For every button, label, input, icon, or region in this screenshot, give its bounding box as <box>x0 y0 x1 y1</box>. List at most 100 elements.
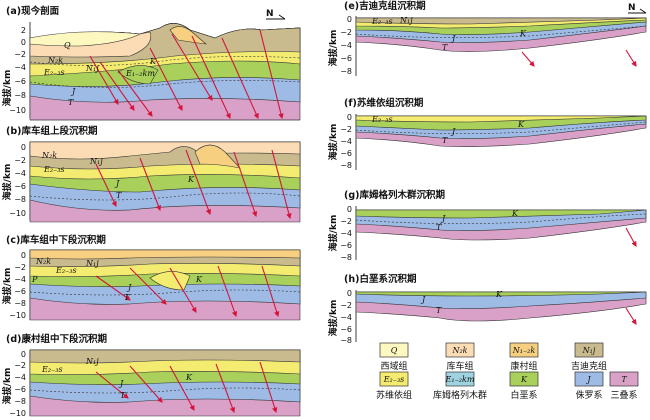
svg-text:0: 0 <box>21 251 26 260</box>
legend-swatch <box>574 342 604 358</box>
svg-text:E₂₋₃s: E₂₋₃s <box>43 68 65 77</box>
svg-text:0: 0 <box>347 289 352 298</box>
svg-text:−8: −8 <box>340 67 352 76</box>
panel-g: (g)库姆格列木群沉积期 0 −2 −4 −6 −8 海拔/km K J T <box>327 189 647 262</box>
svg-text:K: K <box>519 29 527 38</box>
north-arrow: N <box>266 9 286 20</box>
panel-h-title: (h)白垩系沉积期 <box>344 273 416 285</box>
svg-text:K: K <box>195 275 203 284</box>
y-ticks: 0 −2 −4 −6 −8 −10 <box>9 251 26 320</box>
legend: Q 西域组 N₂k 库车组 N₁₋₂k 康村组 N₁j 吉迪克组 E₂₋₃s 苏维依组 E₁₋₂km… <box>376 342 639 401</box>
svg-text:海拔/km: 海拔/km <box>327 300 339 337</box>
panel-h: (h)白垩系沉积期 0 −2 −4 −6 −8 海拔/km K J T <box>327 273 647 345</box>
panel-c: (c)库车组中下段沉积期 0 −2 −4 −6 −8 −10 海拔/km N₂k… <box>1 234 301 321</box>
panel-b-title: (b)库车组上段沉积期 <box>6 125 97 137</box>
svg-text:海拔/km: 海拔/km <box>327 215 339 252</box>
svg-text:N₁j: N₁j <box>89 157 103 166</box>
svg-text:−4: −4 <box>340 137 352 146</box>
panel-f-title: (f)苏维依组沉积期 <box>344 97 423 109</box>
legend-name: 库姆格列木群 <box>433 389 487 401</box>
panel-f: (f)苏维依组沉积期 0 −2 −4 −6 −8 海拔/km E₂₋₃s K J… <box>327 97 647 170</box>
svg-text:0: 0 <box>347 205 352 214</box>
svg-text:J: J <box>70 87 76 96</box>
svg-text:海拔/km: 海拔/km <box>1 164 13 201</box>
svg-text:−4: −4 <box>14 63 26 72</box>
svg-text:2: 2 <box>21 26 26 35</box>
svg-text:−2: −2 <box>340 301 352 310</box>
svg-text:T: T <box>124 293 130 302</box>
svg-text:E₂₋₃s: E₂₋₃s <box>371 17 393 26</box>
legend-name: 康村组 <box>510 360 537 372</box>
legend-swatch <box>574 371 604 387</box>
y-ticks: 0 −2 −4 −6 −8 <box>340 113 352 170</box>
svg-text:K: K <box>149 57 157 66</box>
strata-labels: K J T <box>436 209 519 232</box>
panel-b: (b)库车组上段沉积期 0 −2 −4 −6 −8 −10 海拔/km N₂k … <box>1 125 301 223</box>
svg-text:K: K <box>187 175 195 184</box>
legend-symbol: E₁₋₂km <box>445 375 475 384</box>
faults <box>625 307 637 325</box>
faults <box>89 29 284 120</box>
svg-text:−2: −2 <box>14 263 26 272</box>
legend-name: 白垩系 <box>510 389 537 401</box>
strata-labels: N₂k N₁j E₂₋₃s K P J T <box>31 257 203 302</box>
svg-text:T: T <box>436 223 442 232</box>
panel-d: (d)康村组中下段沉积期 0 −2 −4 −6 −8 −10 海拔/km N₁j… <box>1 333 301 418</box>
svg-text:N₁j: N₁j <box>399 16 413 25</box>
panel-e: (e)吉迪克组沉积期 N 0 −2 −4 −6 −8 海拔/km E₂₋₃s N… <box>327 0 647 76</box>
svg-text:N₁j: N₁j <box>85 64 99 73</box>
faults <box>95 265 280 318</box>
north-label: N <box>628 3 636 13</box>
svg-text:−2: −2 <box>14 50 26 59</box>
legend-swatch <box>509 342 539 358</box>
svg-text:−10: −10 <box>9 409 26 418</box>
y-ticks: 0 −2 −4 −6 −8 <box>340 289 352 345</box>
legend-swatch <box>609 371 639 387</box>
legend-symbol: T <box>621 375 627 384</box>
panel-a-title: (a)现今剖面 <box>6 5 60 17</box>
legend-item: E₁₋₂km 库姆格列木群 <box>433 371 487 401</box>
y-axis-label: 海拔/km <box>1 70 13 107</box>
y-ticks: 0 −2 −4 −6 −8 −10 <box>9 143 26 218</box>
legend-item: N₁₋₂k 康村组 <box>509 342 539 372</box>
svg-text:海拔/km: 海拔/km <box>327 30 339 67</box>
svg-text:−6: −6 <box>14 182 26 191</box>
legend-swatch <box>445 342 475 358</box>
svg-text:−6: −6 <box>14 287 26 296</box>
strata-labels: Q N₂k N₁j E₂₋₃s K E₁₋₂km J T <box>43 41 157 107</box>
svg-text:0: 0 <box>21 350 26 359</box>
y-ticks: 0 −2 −4 −6 −8 <box>340 15 352 76</box>
svg-text:海拔/km: 海拔/km <box>1 268 13 305</box>
svg-text:E₂₋₃s: E₂₋₃s <box>55 266 77 275</box>
svg-text:−2: −2 <box>14 361 26 370</box>
panel-a: (a)现今剖面 N 2 0 −2 −4 −6 −8 −10 海拔/km <box>1 5 301 121</box>
svg-text:T: T <box>442 43 448 52</box>
svg-text:−2: −2 <box>340 28 352 37</box>
svg-text:−8: −8 <box>14 299 26 308</box>
svg-text:J: J <box>450 34 456 43</box>
svg-text:N₁j: N₁j <box>85 259 99 268</box>
legend-item: N₂k 库车组 <box>445 342 475 372</box>
faults <box>95 149 292 220</box>
svg-text:−2: −2 <box>14 156 26 165</box>
y-ticks: 2 0 −2 −4 −6 −8 −10 <box>9 26 26 115</box>
legend-swatch <box>445 371 475 387</box>
svg-text:J: J <box>114 179 120 188</box>
faults <box>521 49 637 67</box>
svg-text:J: J <box>126 283 132 292</box>
svg-text:−4: −4 <box>340 229 352 238</box>
svg-text:0: 0 <box>21 38 26 47</box>
legend-swatch <box>379 371 409 387</box>
north-label: N <box>266 9 274 19</box>
svg-text:T: T <box>116 191 122 200</box>
legend-item: K 白垩系 <box>509 371 539 401</box>
legend-name: 苏维依组 <box>376 389 412 401</box>
svg-text:0: 0 <box>347 15 352 24</box>
legend-symbol: K <box>520 375 528 384</box>
svg-text:K: K <box>185 373 193 382</box>
svg-text:−8: −8 <box>14 91 26 100</box>
legend-name: 三叠系 <box>610 390 637 401</box>
svg-text:−2: −2 <box>340 125 352 134</box>
panel-e-title: (e)吉迪克组沉积期 <box>344 0 426 12</box>
strata-labels: N₂k N₁j E₂₋₃s K J T <box>41 151 195 200</box>
